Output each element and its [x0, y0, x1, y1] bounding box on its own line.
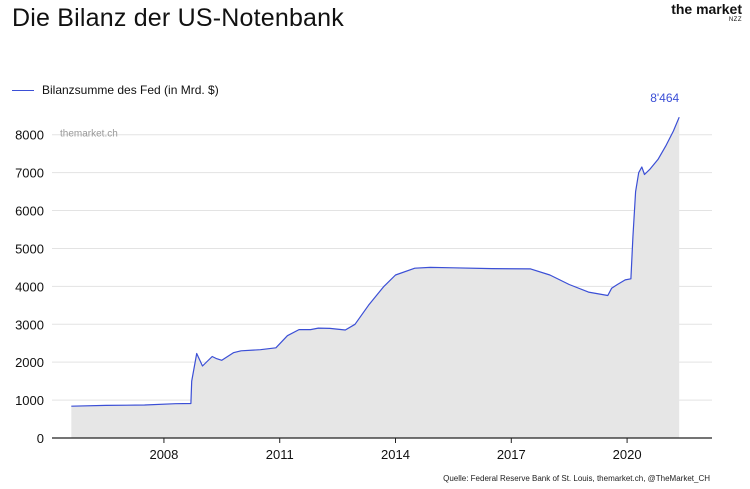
x-tick-label: 2017 [497, 447, 526, 462]
x-tick-label: 2020 [613, 447, 642, 462]
brand-logo: the market NZZ [671, 2, 742, 23]
x-tick-label: 2011 [266, 447, 294, 462]
chart-legend: Bilanzsumme des Fed (in Mrd. $) [12, 83, 219, 97]
x-tick-label: 2008 [149, 447, 178, 462]
y-tick-label: 5000 [15, 241, 44, 256]
y-tick-label: 7000 [15, 166, 44, 181]
y-tick-label: 0 [37, 431, 44, 446]
y-tick-label: 4000 [15, 279, 44, 294]
watermark: themarket.ch [60, 129, 118, 140]
y-tick-label: 1000 [15, 393, 44, 408]
brand-name: the market [671, 1, 742, 17]
y-tick-label: 3000 [15, 317, 44, 332]
legend-label: Bilanzsumme des Fed (in Mrd. $) [42, 83, 219, 97]
series-area [71, 117, 680, 438]
chart-title: Die Bilanz der US-Notenbank [12, 4, 344, 32]
y-tick-label: 2000 [15, 355, 44, 370]
data-label-end-value: 8'464 [650, 91, 679, 105]
series-line [71, 116, 680, 407]
source-note: Quelle: Federal Reserve Bank of St. Loui… [443, 474, 710, 483]
x-tick-label: 2014 [381, 447, 410, 462]
y-tick-label: 8000 [15, 128, 44, 143]
legend-swatch [12, 89, 34, 91]
brand-sub: NZZ [728, 17, 742, 23]
y-tick-label: 6000 [15, 204, 44, 219]
